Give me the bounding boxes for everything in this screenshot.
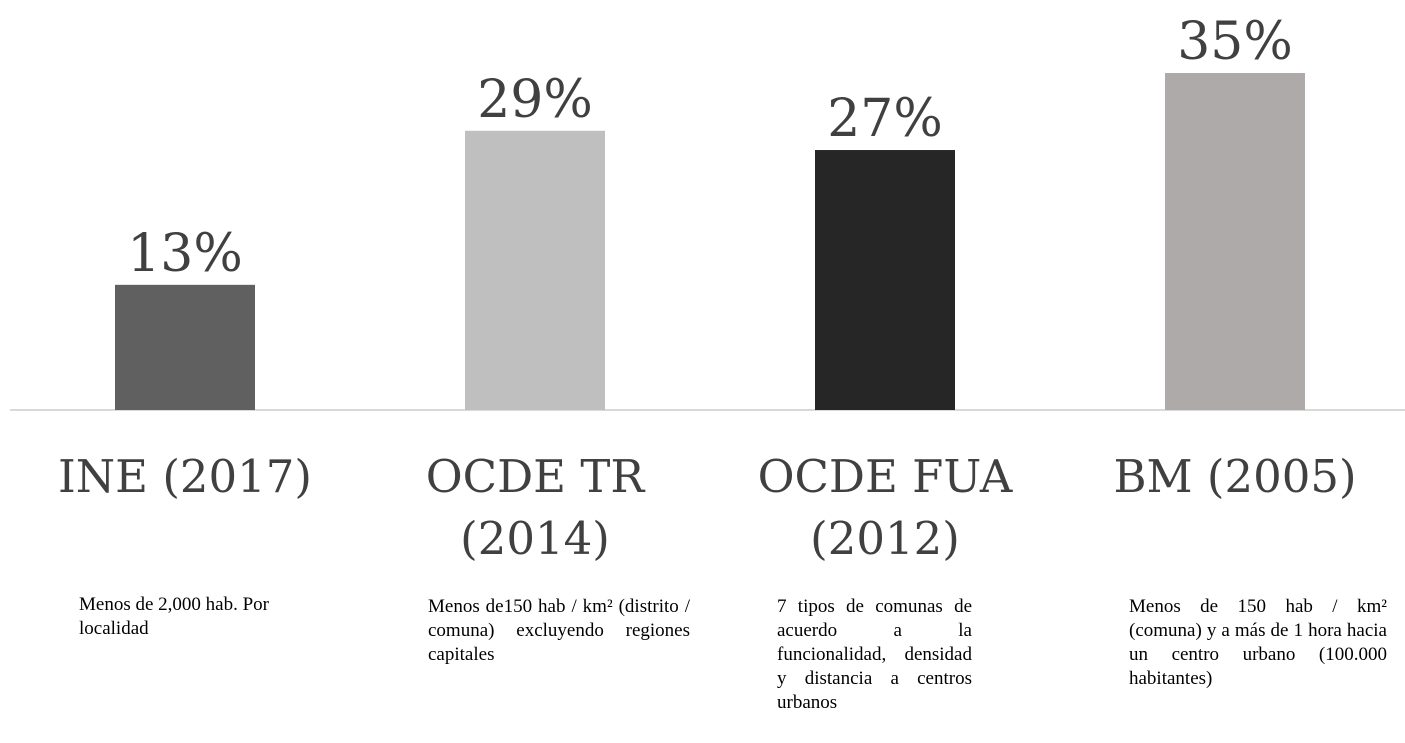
description: 7 tipos de comunas de acuerdo a la funci… <box>777 596 972 713</box>
description: Menos de 150 hab / km² (comuna) y a más … <box>1129 596 1387 689</box>
description: Menos de 2,000 hab. Por localidad <box>79 594 269 639</box>
bar <box>115 284 255 410</box>
bar <box>1165 73 1305 410</box>
value-label: 27% <box>827 89 943 149</box>
category-label: INE (2017) <box>58 450 312 503</box>
category-label: OCDE FUA (2012) <box>757 450 1013 565</box>
bar <box>815 150 955 410</box>
bar <box>465 130 605 410</box>
category-label: OCDE TR (2014) <box>425 450 645 565</box>
value-label: 29% <box>477 70 593 130</box>
value-label: 35% <box>1177 12 1293 72</box>
value-label: 13% <box>127 224 243 284</box>
category-label: BM (2005) <box>1113 450 1357 503</box>
description: Menos de150 hab / km² (distrito / comuna… <box>428 596 690 665</box>
